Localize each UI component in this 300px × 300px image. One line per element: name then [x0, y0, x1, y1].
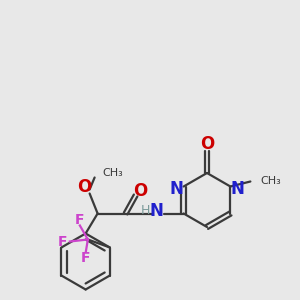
- Text: O: O: [77, 178, 92, 196]
- Text: N: N: [230, 181, 244, 199]
- Text: F: F: [58, 235, 68, 248]
- Text: N: N: [170, 179, 184, 197]
- Text: CH₃: CH₃: [103, 167, 123, 178]
- Text: F: F: [75, 212, 85, 226]
- Text: N: N: [150, 202, 164, 220]
- Text: O: O: [200, 135, 214, 153]
- Text: CH₃: CH₃: [260, 176, 281, 187]
- Text: O: O: [134, 182, 148, 200]
- Text: H: H: [141, 204, 150, 217]
- Text: F: F: [81, 251, 91, 266]
